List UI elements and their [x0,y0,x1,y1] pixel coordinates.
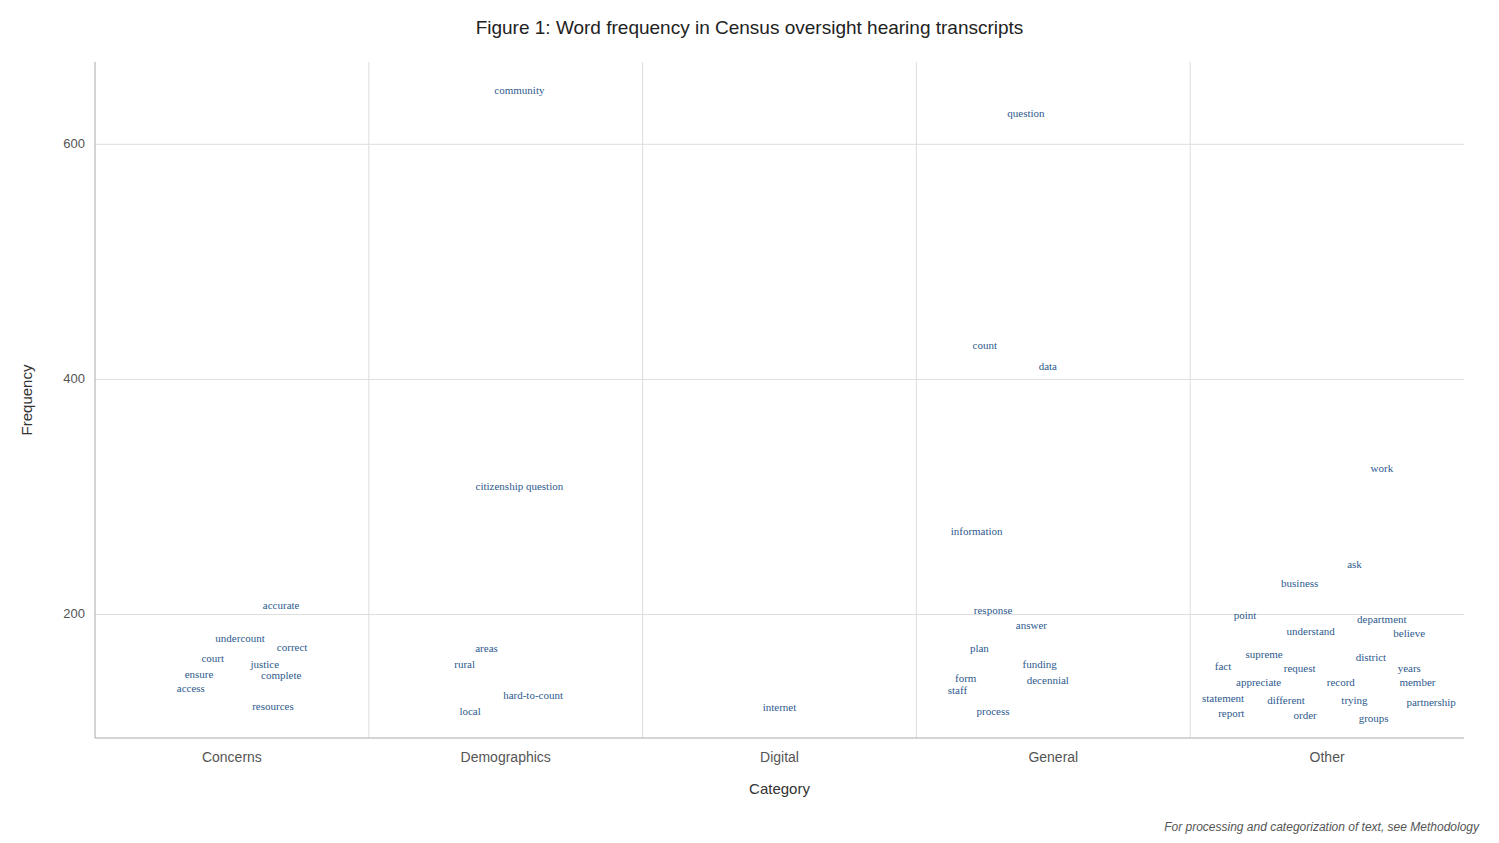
word: internet [763,701,797,713]
word: member [1399,676,1435,688]
grid-line [95,379,1464,380]
word: court [201,652,224,664]
word: request [1284,662,1316,674]
x-tick-label: Digital [760,749,799,765]
word: response [974,604,1013,616]
category-divider [642,62,643,738]
word: ensure [185,668,214,680]
word: form [955,672,977,684]
background [0,0,1499,843]
word: supreme [1245,648,1282,660]
x-tick-label: Other [1310,749,1345,765]
word: process [977,705,1010,717]
y-tick-label: 400 [63,371,85,386]
word: access [177,682,205,694]
word: resources [252,700,294,712]
word: correct [277,641,308,653]
word: funding [1022,658,1057,670]
word: fact [1215,660,1231,672]
x-tick-label: General [1028,749,1078,765]
word: staff [948,684,968,696]
word: ask [1347,558,1362,570]
axes: 200 400 600 Concerns Demographics Digital Gene… [63,62,1464,765]
word: believe [1393,627,1425,639]
y-axis-label: Frequency [18,364,35,435]
word: data [1039,360,1057,372]
word: complete [261,669,301,681]
word: hard-to-count [503,689,563,701]
word: report [1218,707,1244,719]
category-divider [1190,62,1191,738]
category-divider [368,62,369,738]
title: Figure 1: Word frequency in Census overs… [476,17,1024,38]
word: district [1356,651,1387,663]
word: partnership [1406,696,1456,708]
words: community question count data citizenship qu… [177,84,1457,724]
y-tick-label: 200 [63,606,85,621]
word: different [1267,694,1305,706]
word: trying [1341,694,1368,706]
footnote: For processing and categorization of tex… [1164,820,1480,834]
word: groups [1359,712,1389,724]
y-tick-label: 600 [63,136,85,151]
word: citizenship question [476,480,564,492]
x-axis-line [95,738,1464,739]
word: plan [970,642,989,654]
word: record [1327,676,1356,688]
word: statement [1202,692,1244,704]
chart: Figure 1: Word frequency in Census overs… [0,0,1499,843]
word: work [1371,462,1394,474]
word: information [951,525,1003,537]
grid [95,62,1464,738]
word: decennial [1027,674,1069,686]
word: question [1007,107,1045,119]
word: local [459,705,480,717]
word: count [973,339,997,351]
word: understand [1287,625,1336,637]
grid-line [95,144,1464,145]
x-axis-label: Category [749,780,810,797]
word: justice [249,658,279,670]
word: order [1294,709,1318,721]
word: years [1398,662,1421,674]
word: department [1357,613,1406,625]
word: point [1234,609,1257,621]
word: accurate [263,599,300,611]
word: areas [475,642,498,654]
word: business [1281,577,1318,589]
word: community [494,84,545,96]
word: answer [1016,619,1047,631]
grid-line [95,614,1464,615]
y-axis-line [95,62,96,738]
word: rural [454,658,475,670]
category-divider [916,62,917,738]
word: appreciate [1236,676,1281,688]
word: undercount [215,632,264,644]
x-tick-label: Demographics [461,749,551,765]
x-tick-label: Concerns [202,749,262,765]
